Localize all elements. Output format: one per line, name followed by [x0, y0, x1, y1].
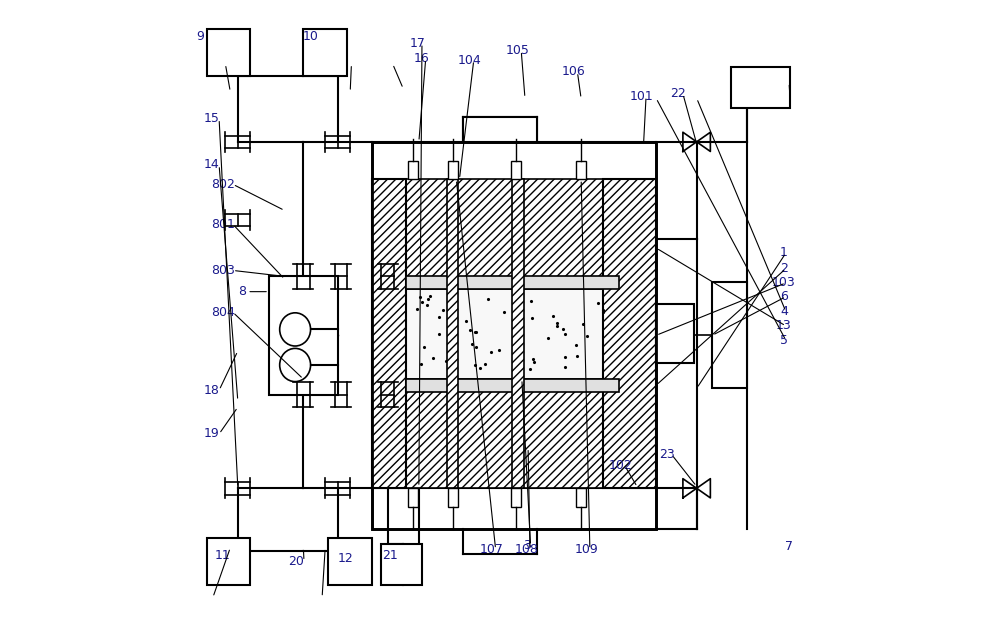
Bar	[731, 67, 790, 107]
Bar	[447, 179, 458, 488]
Text: 9: 9	[196, 30, 204, 43]
Text: 7: 7	[785, 540, 793, 554]
Bar	[603, 179, 656, 488]
Text: 13: 13	[776, 320, 792, 332]
Bar	[385, 379, 637, 488]
Bar	[511, 161, 521, 179]
Bar	[712, 282, 747, 388]
Text: 21: 21	[382, 549, 397, 562]
Text: 16: 16	[414, 52, 430, 65]
Bar	[207, 538, 250, 585]
Bar	[381, 544, 422, 585]
Bar	[511, 488, 521, 507]
Text: 1: 1	[780, 246, 788, 260]
Text: 3: 3	[523, 539, 531, 552]
Bar	[406, 276, 619, 288]
Text: 107: 107	[480, 543, 504, 556]
Text: 12: 12	[338, 552, 354, 566]
Text: 801: 801	[212, 218, 235, 231]
Ellipse shape	[280, 349, 311, 382]
Bar	[576, 488, 586, 507]
Bar	[372, 179, 406, 488]
Bar	[512, 179, 524, 488]
Bar	[408, 161, 418, 179]
Bar	[303, 29, 347, 76]
Bar	[448, 161, 458, 179]
Bar	[207, 29, 250, 76]
Text: 22: 22	[670, 87, 686, 100]
Bar	[408, 488, 418, 507]
Text: 15: 15	[204, 112, 220, 125]
Bar	[406, 379, 619, 391]
Bar	[406, 288, 619, 379]
Text: 6: 6	[780, 290, 788, 303]
Text: 2: 2	[780, 262, 788, 275]
Text: 104: 104	[458, 53, 482, 66]
Text: 108: 108	[514, 543, 538, 556]
Bar	[576, 161, 586, 179]
Text: 23: 23	[659, 448, 675, 461]
Text: 8: 8	[238, 285, 246, 298]
Bar	[385, 179, 637, 288]
Text: 109: 109	[574, 543, 598, 556]
Bar	[372, 142, 656, 529]
Bar	[328, 538, 372, 585]
Text: 803: 803	[212, 264, 235, 277]
Ellipse shape	[280, 313, 311, 346]
Text: 804: 804	[212, 306, 235, 319]
Text: 10: 10	[302, 30, 318, 43]
Text: 103: 103	[772, 277, 796, 290]
Bar	[372, 142, 656, 529]
Bar	[656, 304, 694, 364]
Text: 106: 106	[562, 65, 586, 78]
Text: 18: 18	[204, 384, 220, 397]
Text: 11: 11	[214, 549, 230, 562]
Bar	[463, 117, 537, 142]
Text: 19: 19	[204, 428, 219, 441]
Text: 20: 20	[288, 555, 304, 568]
Text: 102: 102	[609, 460, 632, 472]
Text: 17: 17	[410, 37, 426, 50]
Text: 105: 105	[506, 44, 529, 57]
Text: 5: 5	[780, 334, 788, 347]
Bar	[269, 276, 338, 394]
Text: 14: 14	[204, 159, 219, 171]
Text: 802: 802	[212, 178, 235, 191]
Text: 4: 4	[780, 305, 788, 318]
Text: 101: 101	[630, 90, 654, 103]
Bar	[448, 488, 458, 507]
